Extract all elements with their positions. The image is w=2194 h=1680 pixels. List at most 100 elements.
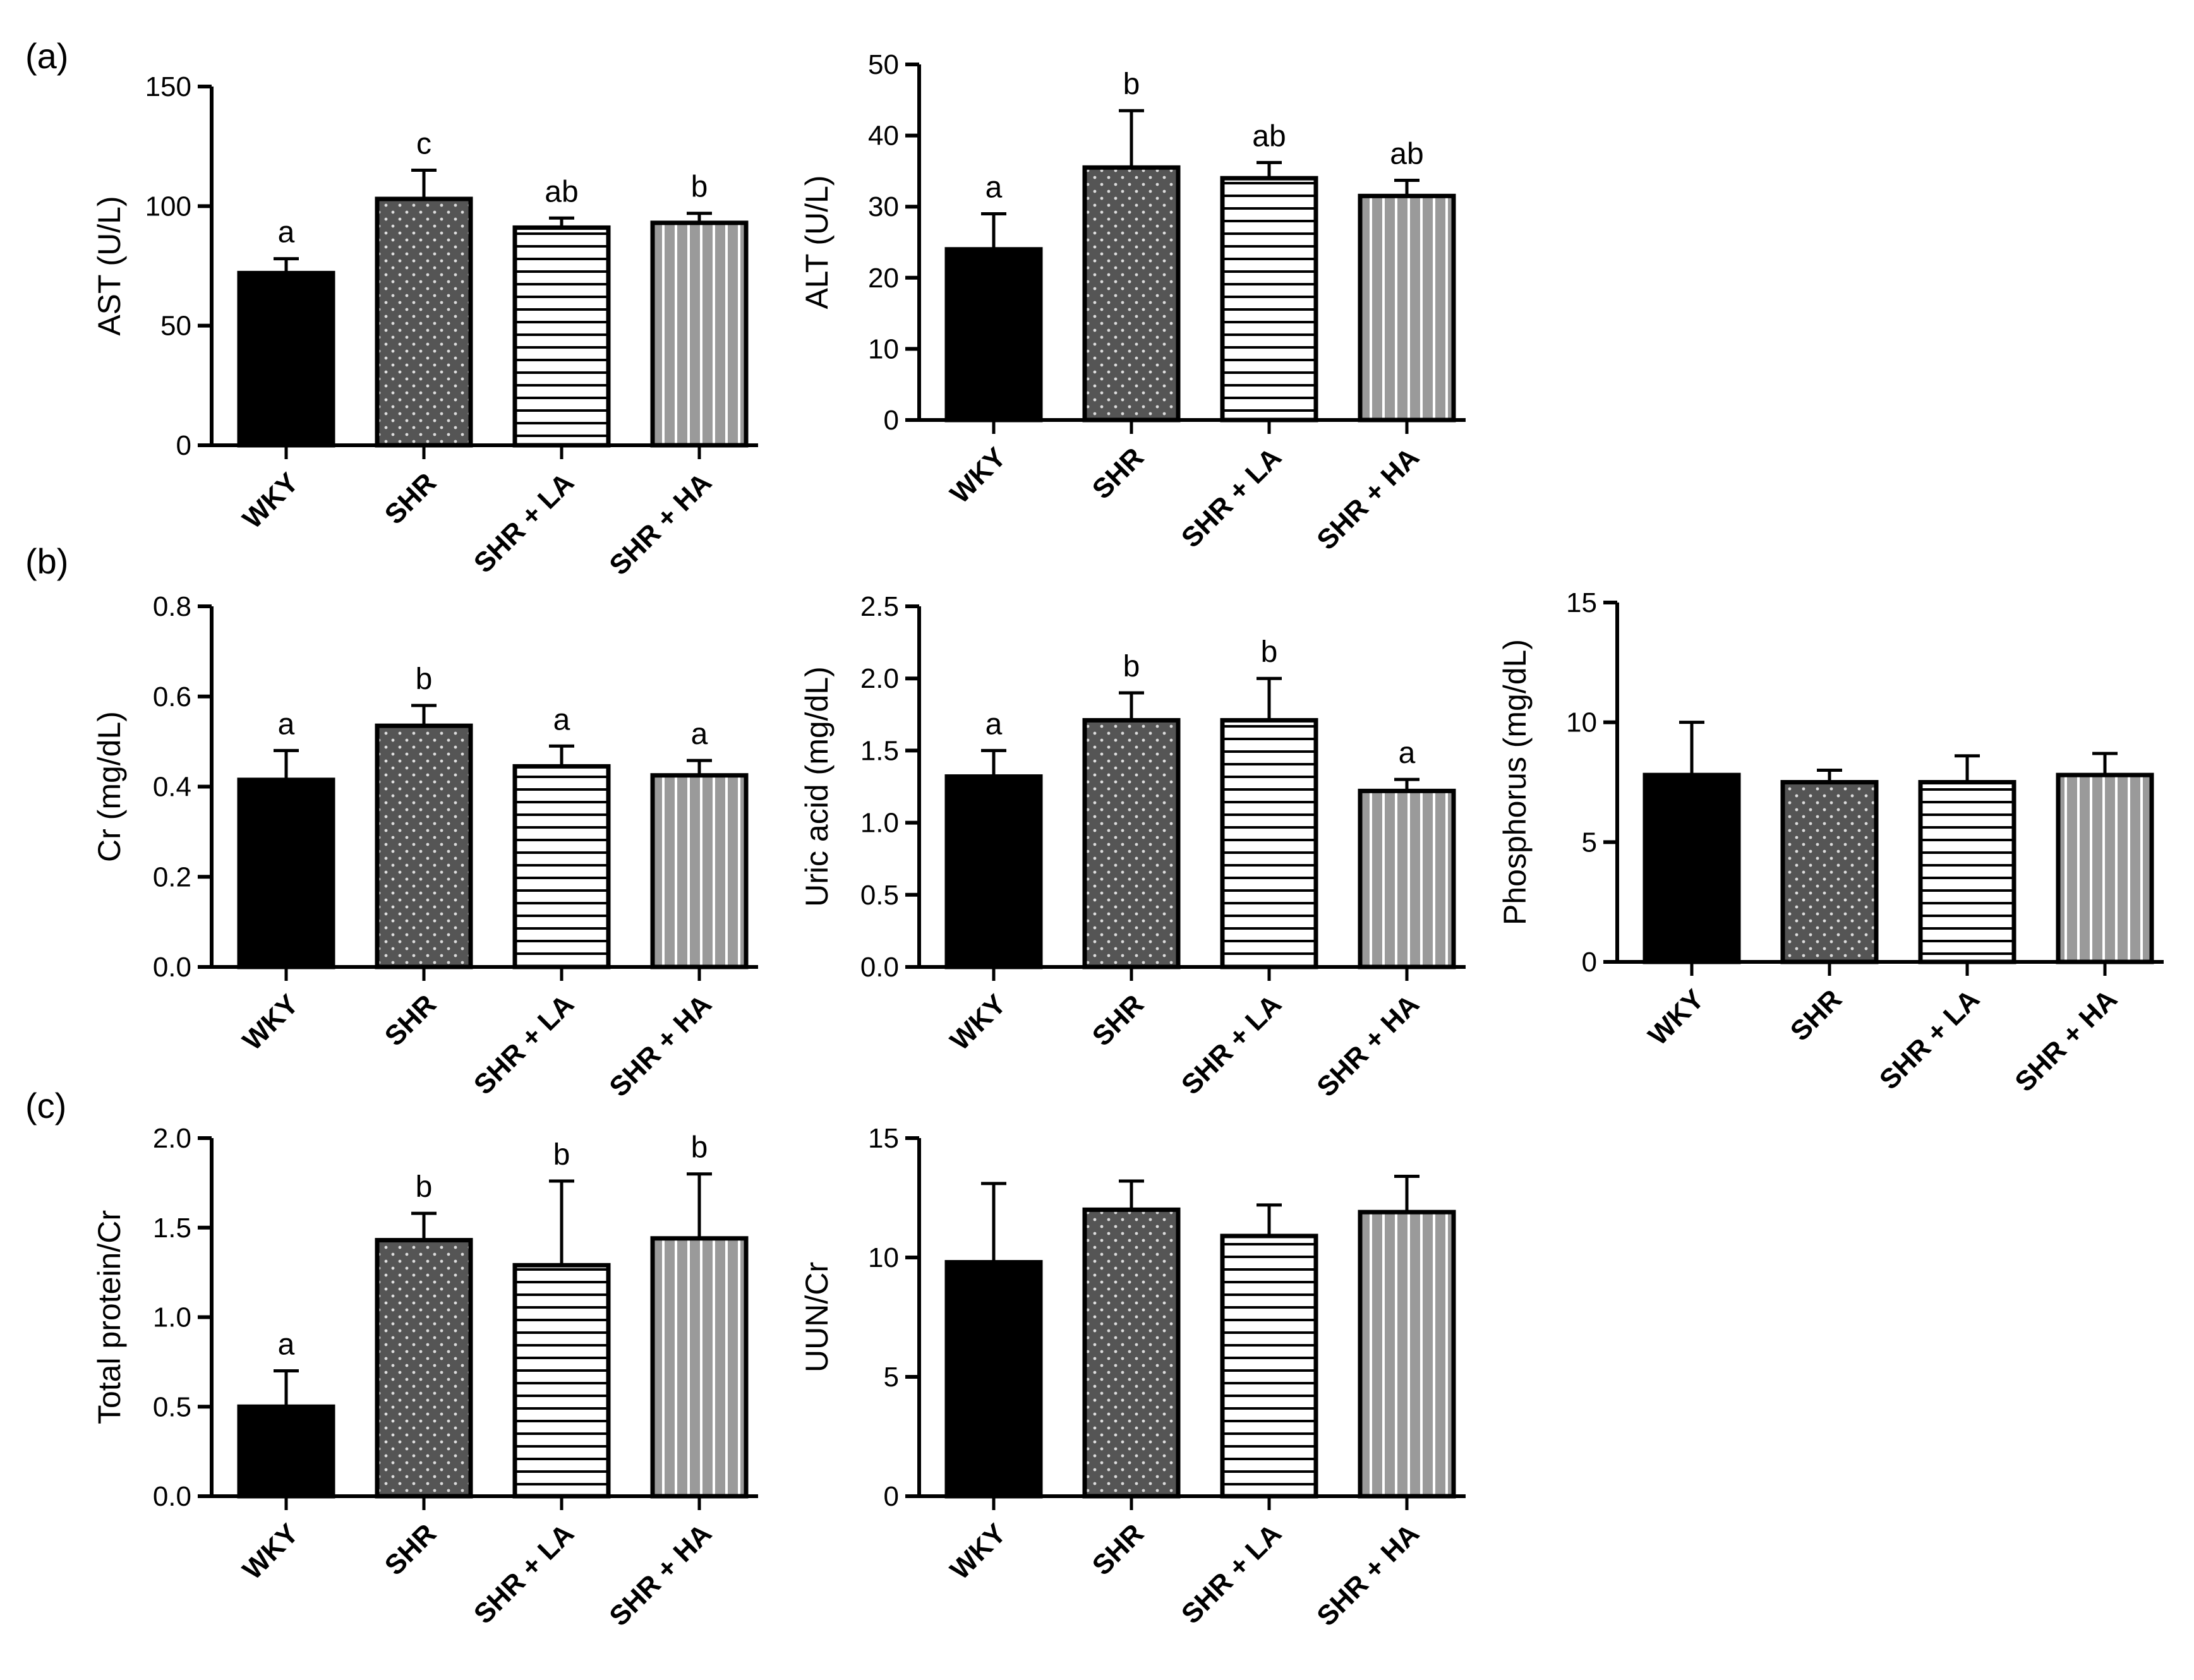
y-tick-label: 0.0 bbox=[153, 1481, 191, 1512]
bar bbox=[237, 1404, 335, 1499]
y-tick-label: 0.0 bbox=[153, 952, 191, 983]
significance-label: b bbox=[416, 663, 433, 696]
category-label: SHR + HA bbox=[1311, 988, 1425, 1103]
y-tick-label: 0.6 bbox=[153, 681, 191, 712]
y-tick-label: 0 bbox=[176, 430, 191, 461]
y-tick-label: 1.5 bbox=[153, 1213, 191, 1244]
bar bbox=[512, 225, 611, 448]
category-label: WKY bbox=[1642, 983, 1710, 1051]
category-label: WKY bbox=[944, 441, 1012, 509]
panel-label-a: (a) bbox=[25, 36, 68, 76]
y-axis-label: Cr (mg/dL) bbox=[92, 711, 127, 862]
y-tick-label: 0.8 bbox=[153, 591, 191, 622]
category-label: WKY bbox=[944, 988, 1012, 1056]
chart-ast: 0 50 100 150 AST (U/L) a WKY c SHR ab SHR + LA b SHR… bbox=[92, 71, 758, 581]
category-label: SHR bbox=[1087, 441, 1150, 505]
y-tick-label: 100 bbox=[145, 191, 191, 222]
bar bbox=[1082, 165, 1181, 423]
bar bbox=[1220, 717, 1318, 969]
significance-label: a bbox=[278, 216, 295, 249]
category-label: SHR + HA bbox=[2009, 983, 2123, 1098]
significance-label: a bbox=[278, 707, 295, 741]
category-label: SHR bbox=[1785, 983, 1848, 1047]
y-tick-label: 50 bbox=[160, 311, 191, 342]
y-tick-label: 10 bbox=[868, 333, 899, 364]
significance-label: b bbox=[691, 171, 708, 204]
significance-label: a bbox=[278, 1328, 295, 1362]
significance-label: c bbox=[416, 128, 431, 161]
y-tick-label: 0.2 bbox=[153, 861, 191, 892]
bar bbox=[944, 1260, 1043, 1499]
y-tick-label: 15 bbox=[1566, 587, 1597, 618]
significance-label: a bbox=[691, 717, 708, 751]
y-tick-label: 0 bbox=[884, 405, 899, 436]
y-axis-label: Total protein/Cr bbox=[92, 1210, 127, 1424]
y-tick-label: 0 bbox=[884, 1481, 899, 1512]
bar bbox=[944, 774, 1043, 969]
category-label: SHR bbox=[379, 467, 442, 530]
category-label: SHR bbox=[1087, 988, 1150, 1052]
y-tick-label: 0.4 bbox=[153, 772, 191, 803]
y-tick-label: 2.0 bbox=[153, 1123, 191, 1154]
bar bbox=[512, 1263, 611, 1499]
significance-label: a bbox=[1399, 736, 1416, 770]
y-axis-label: Uric acid (mg/dL) bbox=[799, 666, 835, 907]
bar bbox=[237, 777, 335, 969]
y-tick-label: 20 bbox=[868, 263, 899, 294]
y-tick-label: 150 bbox=[145, 71, 191, 102]
category-label: SHR + HA bbox=[603, 467, 718, 581]
significance-label: b bbox=[553, 1138, 570, 1172]
y-tick-label: 2.0 bbox=[860, 663, 899, 694]
category-label: SHR + LA bbox=[1874, 983, 1986, 1095]
bar bbox=[1642, 772, 1741, 964]
chart-total-protein-cr: 0.0 0.5 1.0 1.5 2.0 Total protein/Cr a WKY b SHR b… bbox=[92, 1123, 758, 1632]
significance-label: ab bbox=[545, 175, 578, 208]
significance-label: b bbox=[1123, 68, 1140, 101]
significance-label: a bbox=[985, 707, 1003, 741]
category-label: SHR + LA bbox=[1176, 1518, 1287, 1629]
y-axis-label: ALT (U/L) bbox=[799, 175, 835, 309]
y-tick-label: 5 bbox=[884, 1362, 899, 1393]
y-tick-label: 0.0 bbox=[860, 952, 899, 983]
chart-alt: 0 10 20 30 40 50 ALT (U/L) a WKY b SHR ab SHR + LA ab… bbox=[799, 49, 1466, 556]
y-tick-label: 10 bbox=[1566, 707, 1597, 738]
bar bbox=[1918, 780, 2016, 964]
bar bbox=[650, 1236, 749, 1499]
significance-label: b bbox=[691, 1131, 708, 1165]
bar bbox=[1082, 1207, 1181, 1499]
significance-label: ab bbox=[1252, 119, 1286, 153]
category-label: SHR + HA bbox=[603, 988, 718, 1103]
bar bbox=[1780, 780, 1879, 964]
bar bbox=[375, 196, 473, 448]
y-tick-label: 15 bbox=[868, 1123, 899, 1154]
category-label: WKY bbox=[237, 467, 304, 534]
category-label: SHR + LA bbox=[468, 1518, 580, 1629]
significance-label: b bbox=[416, 1170, 433, 1204]
y-tick-label: 1.5 bbox=[860, 735, 899, 766]
category-label: SHR + LA bbox=[468, 467, 580, 579]
significance-label: b bbox=[1123, 650, 1140, 683]
significance-label: ab bbox=[1390, 138, 1423, 171]
bar bbox=[1358, 193, 1456, 423]
bar bbox=[944, 247, 1043, 423]
category-label: WKY bbox=[944, 1518, 1012, 1585]
bar bbox=[237, 270, 335, 448]
y-tick-label: 0.5 bbox=[153, 1391, 191, 1422]
y-axis-label: AST (U/L) bbox=[92, 196, 127, 335]
significance-label: b bbox=[1261, 635, 1278, 669]
bar bbox=[650, 773, 749, 969]
category-label: SHR bbox=[379, 988, 442, 1052]
category-label: SHR bbox=[1087, 1518, 1150, 1581]
category-label: SHR + HA bbox=[1311, 1518, 1425, 1632]
significance-label: a bbox=[553, 703, 570, 736]
chart-cr: 0.0 0.2 0.4 0.6 0.8 Cr (mg/dL) a WKY b SHR a SHR + … bbox=[92, 591, 758, 1103]
y-axis-label: UUN/Cr bbox=[799, 1262, 835, 1372]
bar bbox=[375, 1238, 473, 1499]
bar bbox=[1358, 788, 1456, 969]
y-tick-label: 50 bbox=[868, 49, 899, 80]
category-label: SHR + HA bbox=[1311, 441, 1425, 556]
category-label: WKY bbox=[237, 988, 304, 1056]
bar bbox=[2056, 772, 2154, 964]
significance-label: a bbox=[985, 171, 1003, 204]
category-label: SHR + HA bbox=[603, 1518, 718, 1632]
